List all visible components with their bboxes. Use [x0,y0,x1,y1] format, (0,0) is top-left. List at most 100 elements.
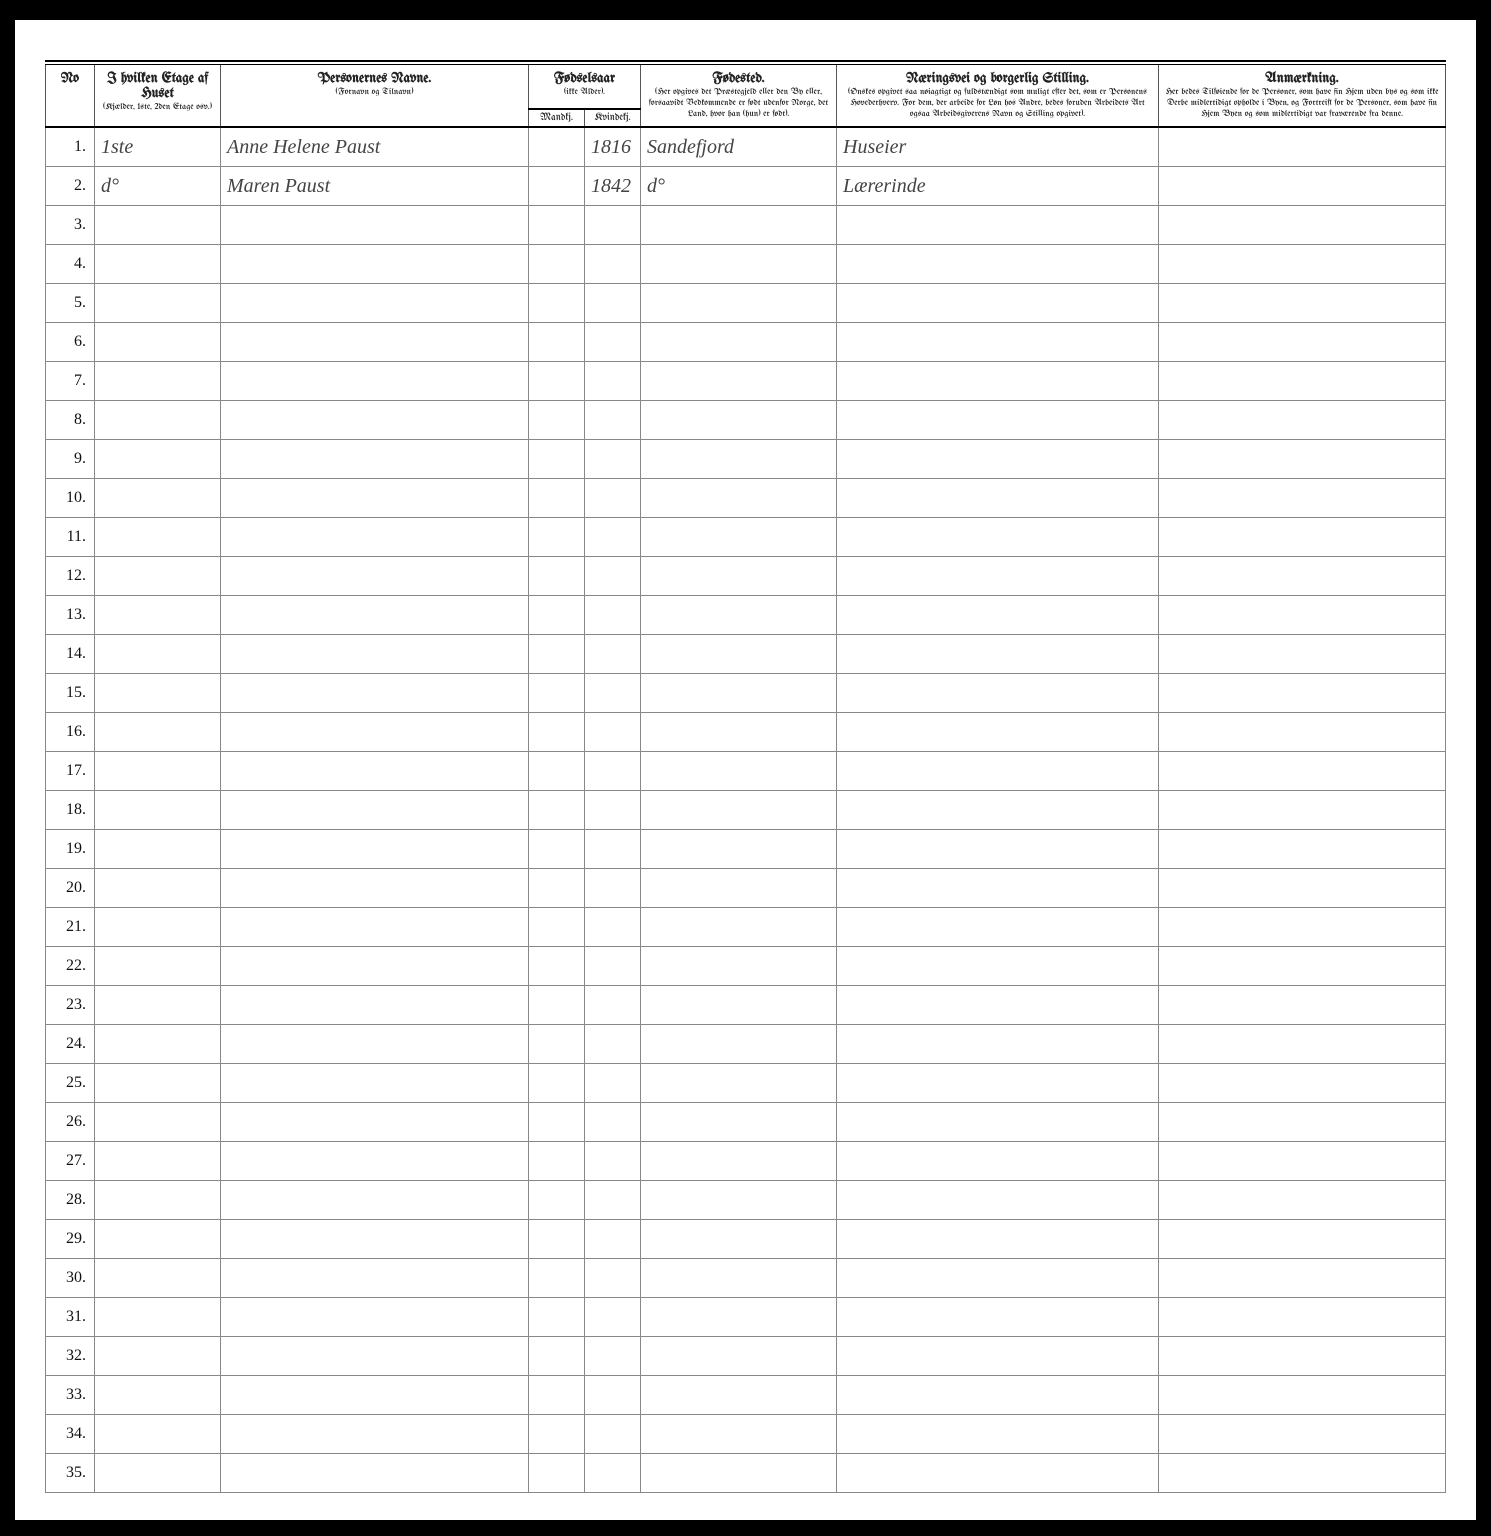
cell-year-female: 1842 [585,167,641,206]
table-row: 21. [46,908,1446,947]
cell-birthplace-text: d° [647,175,665,197]
cell-etage [95,596,221,635]
cell-note [1159,1142,1446,1181]
cell-name [221,908,529,947]
cell-note [1159,479,1446,518]
cell-year-male [529,791,585,830]
cell-year-male [529,127,585,167]
table-row: 14. [46,635,1446,674]
header-occupation: Næringsvei og borgerlig Stilling. (Ønske… [837,65,1159,127]
cell-year-male [529,674,585,713]
cell-name [221,986,529,1025]
cell-year-male [529,1064,585,1103]
cell-year-male [529,1415,585,1454]
cell-note [1159,557,1446,596]
cell-name [221,1415,529,1454]
cell-name [221,674,529,713]
cell-name [221,1337,529,1376]
cell-etage [95,1337,221,1376]
cell-occupation [837,1103,1159,1142]
cell-year-male [529,1259,585,1298]
header-year-male: Mandkj. [529,109,585,127]
cell-year-male [529,1103,585,1142]
cell-year-female [585,986,641,1025]
cell-name [221,596,529,635]
cell-year-female [585,518,641,557]
table-row: 17. [46,752,1446,791]
cell-note [1159,713,1446,752]
cell-name [221,1103,529,1142]
table-row: 31. [46,1298,1446,1337]
cell-etage [95,1298,221,1337]
cell-no: 17. [46,752,95,791]
cell-name [221,206,529,245]
cell-note [1159,1181,1446,1220]
cell-note [1159,1025,1446,1064]
cell-no: 19. [46,830,95,869]
cell-birthplace [641,947,837,986]
cell-year-female [585,674,641,713]
cell-no: 9. [46,440,95,479]
cell-note [1159,206,1446,245]
header-year: Fødselsaar (ikke Alder). [529,65,641,109]
cell-birthplace [641,1376,837,1415]
cell-etage: 1ste [95,127,221,167]
cell-etage [95,635,221,674]
table-row: 33. [46,1376,1446,1415]
cell-occupation [837,830,1159,869]
cell-year-male [529,1025,585,1064]
cell-birthplace [641,1103,837,1142]
table-row: 11. [46,518,1446,557]
cell-birthplace [641,674,837,713]
cell-year-female [585,1337,641,1376]
cell-note [1159,1298,1446,1337]
table-row: 29. [46,1220,1446,1259]
cell-name [221,323,529,362]
cell-name [221,557,529,596]
cell-note [1159,947,1446,986]
cell-occupation-text: Lærerinde [843,175,926,197]
cell-year-female-text: 1842 [591,175,631,197]
cell-birthplace [641,1064,837,1103]
cell-note [1159,635,1446,674]
cell-no: 22. [46,947,95,986]
cell-year-male [529,401,585,440]
cell-occupation [837,1454,1159,1493]
census-table: No I hvilken Etage af Huset (Kjælder, 1s… [45,65,1446,1493]
cell-note [1159,401,1446,440]
cell-birthplace [641,791,837,830]
cell-etage [95,1220,221,1259]
cell-no: 16. [46,713,95,752]
cell-no: 20. [46,869,95,908]
cell-occupation [837,1337,1159,1376]
cell-note [1159,1454,1446,1493]
cell-year-female [585,1259,641,1298]
cell-name [221,401,529,440]
cell-year-female [585,1064,641,1103]
cell-year-female-text: 1816 [591,136,631,158]
cell-occupation [837,323,1159,362]
cell-year-male [529,713,585,752]
cell-etage [95,674,221,713]
cell-occupation [837,1142,1159,1181]
cell-name [221,1376,529,1415]
cell-occupation [837,401,1159,440]
cell-year-male [529,635,585,674]
cell-name [221,518,529,557]
cell-year-male [529,596,585,635]
cell-note [1159,362,1446,401]
cell-year-female [585,830,641,869]
cell-occupation [837,635,1159,674]
cell-year-male [529,440,585,479]
cell-year-female [585,401,641,440]
header-note: Anmærkning. Her bedes Tilføiende for de … [1159,65,1446,127]
cell-etage [95,479,221,518]
cell-no: 24. [46,1025,95,1064]
cell-year-male [529,245,585,284]
cell-note [1159,245,1446,284]
cell-etage [95,323,221,362]
cell-year-female [585,947,641,986]
cell-note [1159,1259,1446,1298]
top-rule [45,60,1446,62]
cell-name [221,284,529,323]
